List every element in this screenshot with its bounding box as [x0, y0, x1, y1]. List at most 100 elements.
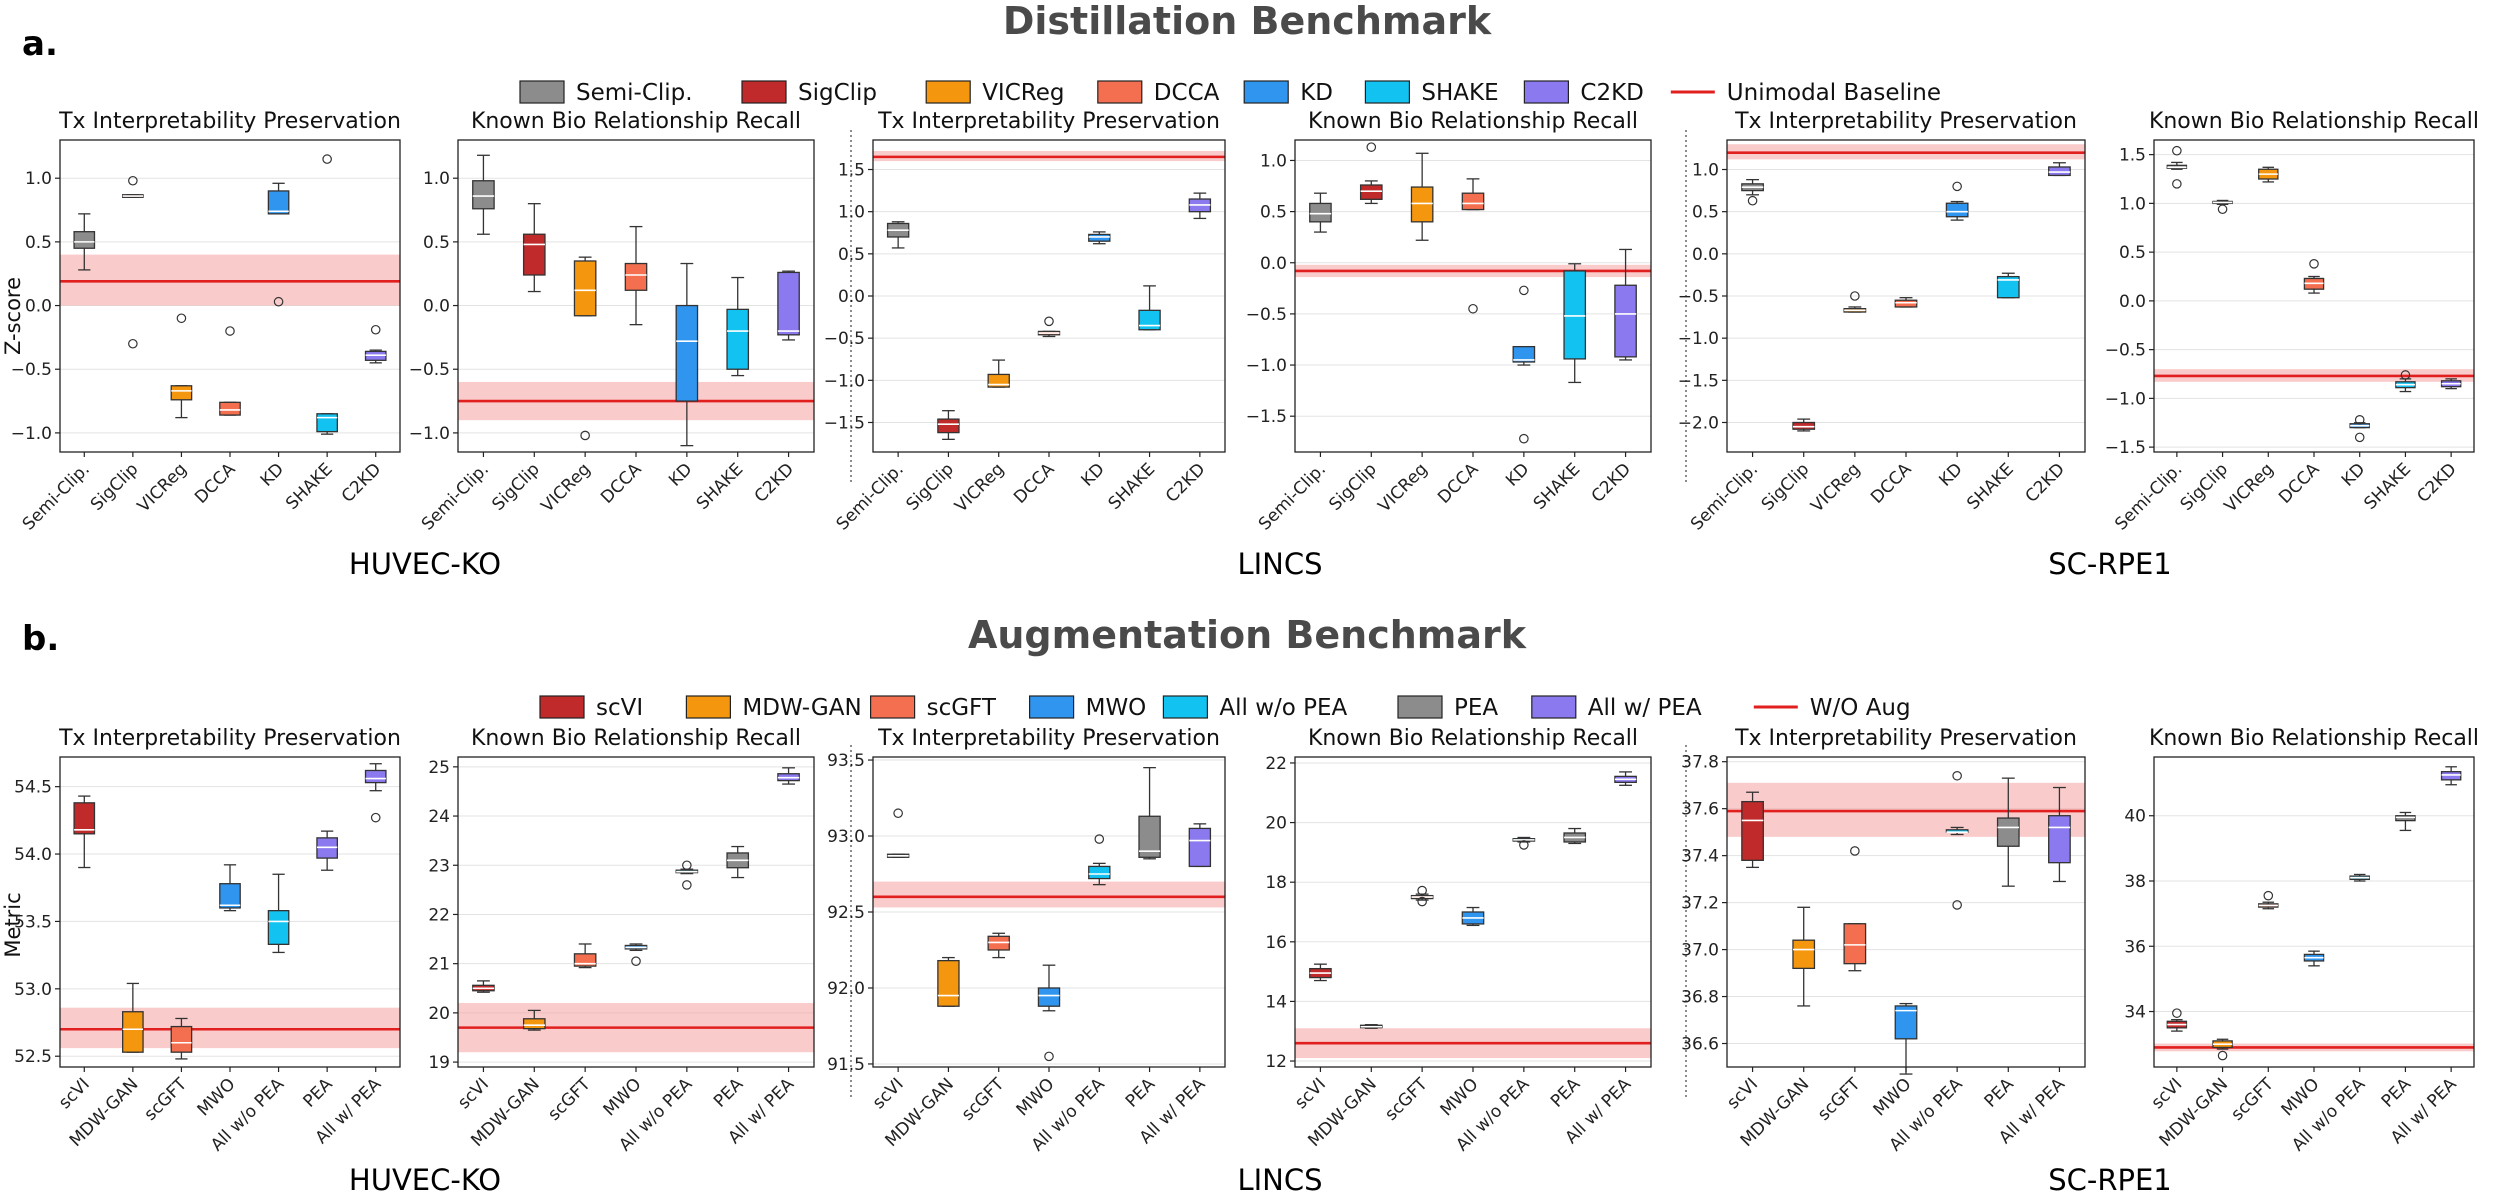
outlier-point: [1519, 433, 1529, 444]
box-semi-clip: [1741, 178, 1764, 206]
box-pea: [1996, 777, 2020, 887]
legend-label-unimodal-baseline: Unimodal Baseline: [1727, 80, 1941, 106]
ytick-label: 54.5: [14, 778, 52, 798]
box-semi-clip: [886, 221, 910, 249]
box-body: [1512, 345, 1536, 363]
dataset-label-a-scrpe1: SC-RPE1: [2048, 547, 2172, 581]
ytick-label: −0.5: [1246, 305, 1287, 325]
box-pea: [1138, 766, 1161, 860]
outlier-point: [2309, 259, 2319, 269]
box-semi-clip: [73, 213, 96, 271]
box-mdw-gan: [2212, 1038, 2233, 1061]
outlier-point: [2354, 415, 2365, 425]
xtick-label: scVI: [869, 1074, 908, 1113]
box-body: [170, 1025, 193, 1053]
xtick-label: VICReg: [1807, 459, 1864, 516]
xtick-label: PEA: [1122, 1074, 1159, 1111]
outlier-point: [225, 326, 235, 336]
xtick-label: SigClip: [488, 459, 543, 514]
xtick-label: DCCA: [1867, 459, 1916, 508]
ytick-label: 24: [428, 807, 450, 827]
box-body: [1309, 202, 1332, 223]
box-dcca: [1894, 297, 1918, 308]
xtick-label: C2KD: [1162, 459, 1209, 506]
ytick-label: −1.0: [2105, 389, 2146, 409]
xtick-label: MWO: [1437, 1074, 1483, 1120]
xtick-label: DCCA: [1434, 459, 1483, 508]
xtick-label: SigClip: [903, 459, 958, 514]
box-body: [2395, 815, 2416, 822]
ytick-label: −1.5: [824, 413, 865, 433]
outlier-point: [1044, 316, 1054, 327]
augmentation-title: Augmentation Benchmark: [968, 613, 1527, 657]
ytick-label: 0.0: [1692, 245, 1719, 265]
outlier-point: [1519, 840, 1529, 850]
outlier-point: [893, 808, 903, 819]
ytick-label: 37.6: [1681, 800, 1719, 820]
outlier-point: [1850, 846, 1860, 856]
box-body: [73, 231, 96, 249]
outlier-point: [2354, 432, 2365, 443]
xtick-label: SHAKE: [1963, 459, 2018, 514]
outlier-point: [631, 956, 641, 967]
legend-swatch-shake: [1364, 80, 1411, 104]
box-kd: [675, 262, 699, 447]
outlier-point: [1952, 900, 1962, 910]
outlier-point: [128, 175, 138, 186]
ytick-label: −1.5: [2105, 438, 2146, 458]
baseline-band: [873, 881, 1225, 908]
ytick-label: −1.0: [1678, 329, 1719, 349]
box-body: [122, 1011, 144, 1053]
ytick-label: −2.0: [1678, 413, 1719, 433]
box-body: [364, 769, 387, 784]
box-pea: [1563, 827, 1587, 845]
ytick-label: 36.8: [1681, 988, 1719, 1008]
xtick-label: scGFT: [1814, 1074, 1865, 1125]
box-sigclip: [522, 203, 546, 293]
legend-swatch-scgft: [869, 695, 916, 719]
outlier-point: [273, 296, 284, 307]
baseline-band: [60, 1007, 400, 1049]
box-scgft: [170, 1017, 193, 1060]
box-body: [170, 385, 193, 401]
outlier-point: [1468, 303, 1478, 314]
xtick-label: Semi-Clip.: [1687, 459, 1762, 534]
box-body: [1088, 233, 1111, 242]
chart-panel-lincs-tx-interpretability-preservation: −1.5 −1.0 −0.5 0.0 0.5 1.0 1.5 Semi-Clip.SigCli…: [824, 109, 1226, 534]
panel-title: Tx Interpretability Preservation: [1734, 109, 2077, 134]
legend-label-all-w-o-pea: All w/o PEA: [1219, 695, 1347, 721]
xtick-label: Semi-Clip.: [19, 459, 94, 534]
outlier-point: [580, 430, 590, 441]
box-scgft: [573, 943, 597, 969]
legend-label-sigclip: SigClip: [798, 80, 877, 106]
ytick-label: 0.0: [838, 287, 865, 307]
ytick-label: 0.5: [1260, 203, 1287, 223]
xtick-label: MWO: [1870, 1074, 1916, 1120]
xtick-label: PEA: [1981, 1074, 2018, 1111]
xtick-label: KD: [257, 459, 288, 490]
ytick-label: 12: [1265, 1052, 1287, 1072]
xtick-label: Semi-Clip.: [833, 459, 908, 534]
outlier-point: [2400, 370, 2411, 380]
box-semi-clip: [2166, 145, 2188, 189]
box-body: [267, 190, 290, 215]
box-scgft: [2258, 890, 2279, 910]
ytick-label: −1.0: [11, 424, 52, 444]
legend-label-shake: SHAKE: [1421, 80, 1498, 106]
outlier-point: [2217, 1050, 2228, 1061]
xtick-label: Semi-Clip.: [418, 459, 493, 534]
box-body: [726, 308, 750, 370]
box-all-w-o-pea: [2349, 873, 2370, 882]
box-all-w-o-pea: [675, 860, 699, 890]
outlier-point: [370, 812, 381, 823]
box-shake: [1138, 285, 1161, 331]
box-body: [1614, 284, 1637, 358]
ytick-label: 36: [2124, 937, 2146, 957]
box-body: [777, 271, 800, 336]
ytick-label: 1.0: [1260, 151, 1287, 171]
ytick-label: 0.5: [838, 245, 865, 265]
xtick-label: scGFT: [544, 1074, 595, 1125]
xtick-label: scGFT: [141, 1074, 192, 1125]
ytick-label: 37.0: [1681, 941, 1719, 961]
